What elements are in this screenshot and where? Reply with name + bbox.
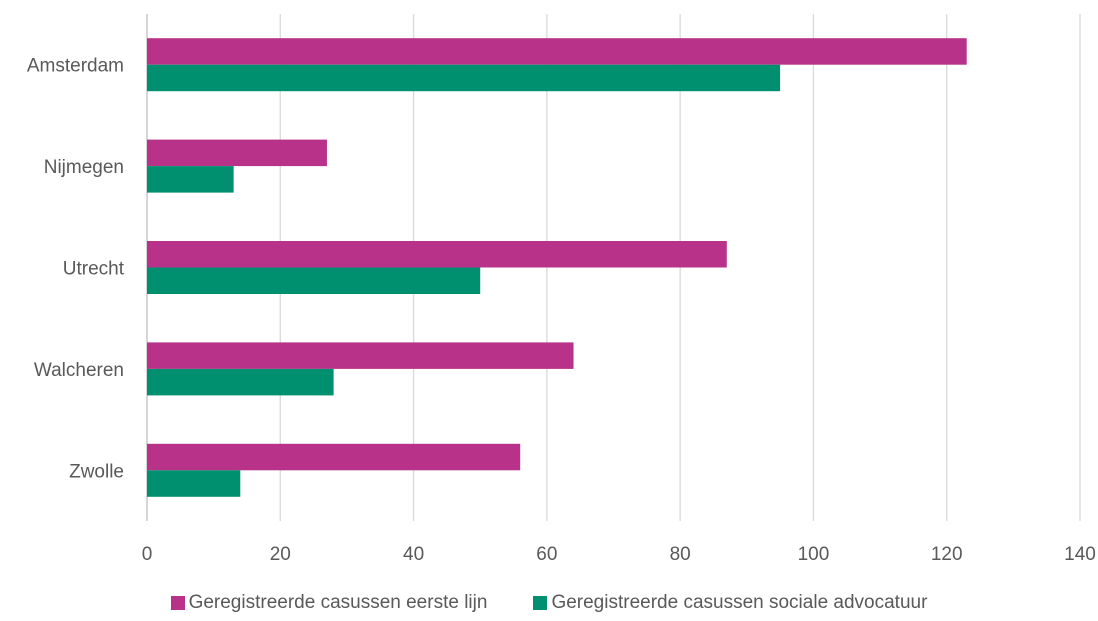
bar-nijmegen-series-2[interactable]	[147, 166, 234, 193]
y-category-label: Zwolle	[69, 461, 124, 482]
legend-label-series-2: Geregistreerde casussen sociale advocatu…	[551, 592, 928, 613]
bar-walcheren-series-1[interactable]	[147, 342, 574, 369]
bar-amsterdam-series-2[interactable]	[147, 64, 781, 92]
legend-swatch-series-1	[170, 596, 185, 610]
x-tick-label: 80	[670, 544, 691, 565]
x-tick-label: 140	[1064, 544, 1096, 565]
legend-item-series-1[interactable]: Geregistreerde casussen eerste lijn	[170, 592, 488, 614]
legend: Geregistreerde casussen eerste lijn Gere…	[0, 592, 1098, 614]
x-axis-labels: 0 20 40 60 80 100 120 140	[142, 544, 1096, 565]
bar-utrecht-series-1[interactable]	[147, 241, 727, 268]
x-tick-label: 0	[142, 544, 153, 565]
bar-nijmegen-series-1[interactable]	[147, 139, 327, 167]
bar-amsterdam-series-1[interactable]	[147, 38, 967, 65]
x-tick-label: 40	[403, 544, 424, 565]
legend-label-series-1: Geregistreerde casussen eerste lijn	[188, 592, 488, 613]
bar-zwolle-series-1[interactable]	[147, 443, 521, 471]
x-tick-label: 20	[270, 544, 291, 565]
legend-swatch-series-2	[533, 596, 548, 610]
y-category-label: Amsterdam	[27, 56, 124, 77]
x-tick-label: 60	[536, 544, 557, 565]
bar-utrecht-series-2[interactable]	[147, 267, 481, 295]
y-category-label: Walcheren	[34, 360, 124, 381]
x-tick-label: 120	[931, 544, 963, 565]
y-axis-labels: Amsterdam Nijmegen Utrecht Walcheren Zwolle	[27, 56, 125, 483]
y-category-label: Nijmegen	[44, 157, 124, 178]
x-tick-label: 100	[798, 544, 830, 565]
bar-walcheren-series-2[interactable]	[147, 368, 334, 396]
legend-item-series-2[interactable]: Geregistreerde casussen sociale advocatu…	[533, 592, 927, 614]
bars	[147, 38, 967, 497]
bar-zwolle-series-2[interactable]	[147, 470, 241, 497]
y-category-label: Utrecht	[63, 259, 125, 280]
